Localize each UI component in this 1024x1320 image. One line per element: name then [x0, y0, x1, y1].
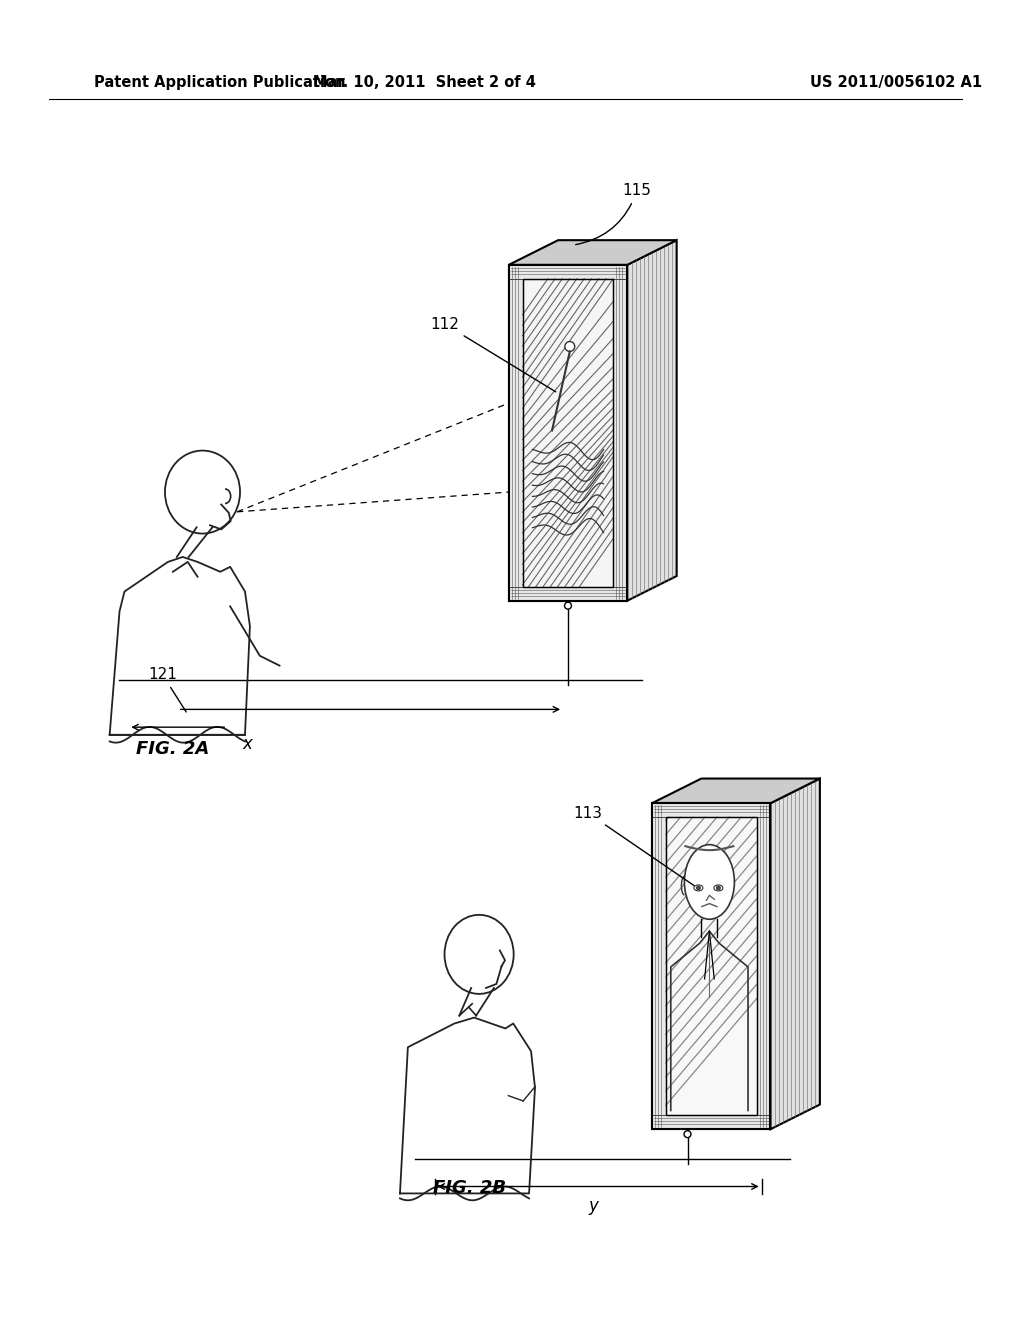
Bar [652, 804, 666, 1129]
Ellipse shape [714, 884, 723, 891]
Bar [652, 1115, 770, 1129]
Circle shape [684, 1131, 691, 1138]
Text: x: x [242, 735, 252, 752]
Polygon shape [652, 779, 820, 804]
Bar [522, 279, 613, 587]
Ellipse shape [684, 845, 734, 919]
Circle shape [564, 602, 571, 609]
Bar [509, 265, 628, 601]
Bar [522, 279, 613, 587]
Bar [666, 817, 757, 1115]
Circle shape [696, 886, 700, 891]
Bar [613, 265, 628, 601]
Bar [666, 817, 757, 1115]
Circle shape [716, 886, 721, 891]
Circle shape [565, 342, 574, 351]
Polygon shape [509, 240, 677, 265]
Polygon shape [628, 240, 677, 601]
Bar [652, 804, 770, 1129]
Bar [509, 265, 628, 601]
Text: 115: 115 [575, 183, 651, 244]
Bar [509, 587, 628, 601]
Text: 112: 112 [430, 317, 556, 392]
Bar [652, 804, 770, 1129]
Text: US 2011/0056102 A1: US 2011/0056102 A1 [810, 75, 982, 90]
Bar [757, 804, 770, 1129]
Text: 121: 121 [148, 668, 186, 711]
Ellipse shape [444, 915, 514, 994]
Text: FIG. 2B: FIG. 2B [433, 1180, 506, 1197]
Ellipse shape [165, 450, 240, 533]
Text: Patent Application Publication: Patent Application Publication [94, 75, 345, 90]
Text: y: y [588, 1197, 598, 1216]
Bar [652, 804, 770, 817]
Text: FIG. 2A: FIG. 2A [136, 741, 210, 758]
Text: Mar. 10, 2011  Sheet 2 of 4: Mar. 10, 2011 Sheet 2 of 4 [313, 75, 537, 90]
Bar [509, 265, 522, 601]
Bar [509, 265, 628, 279]
Ellipse shape [694, 884, 702, 891]
Polygon shape [770, 779, 820, 1129]
Text: 113: 113 [573, 805, 694, 886]
